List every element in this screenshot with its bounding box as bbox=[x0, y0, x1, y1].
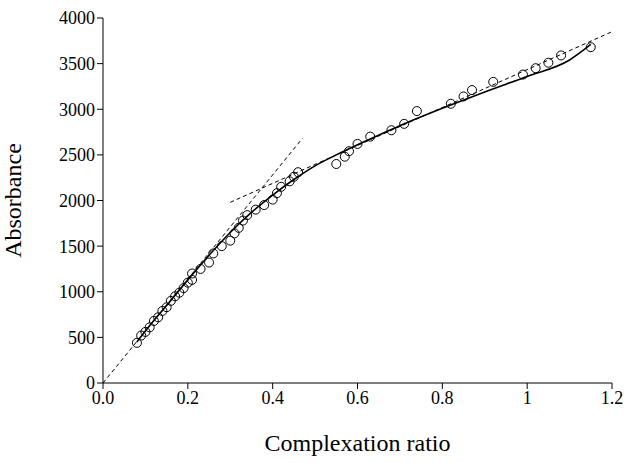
svg-text:Absorbance: Absorbance bbox=[0, 143, 26, 258]
svg-text:0: 0 bbox=[86, 373, 95, 393]
svg-text:3000: 3000 bbox=[59, 100, 95, 120]
svg-text:4000: 4000 bbox=[59, 8, 95, 28]
svg-text:Complexation ratio: Complexation ratio bbox=[265, 430, 451, 456]
svg-text:0.6: 0.6 bbox=[346, 388, 369, 408]
svg-text:0.8: 0.8 bbox=[431, 388, 454, 408]
svg-text:2000: 2000 bbox=[59, 191, 95, 211]
svg-text:2500: 2500 bbox=[59, 145, 95, 165]
svg-text:1: 1 bbox=[523, 388, 532, 408]
svg-text:1.2: 1.2 bbox=[601, 388, 624, 408]
svg-text:0.2: 0.2 bbox=[177, 388, 200, 408]
svg-text:0.4: 0.4 bbox=[261, 388, 284, 408]
svg-text:0.0: 0.0 bbox=[92, 388, 115, 408]
svg-text:1000: 1000 bbox=[59, 282, 95, 302]
svg-text:1500: 1500 bbox=[59, 237, 95, 257]
svg-text:3500: 3500 bbox=[59, 54, 95, 74]
svg-text:500: 500 bbox=[68, 328, 95, 348]
